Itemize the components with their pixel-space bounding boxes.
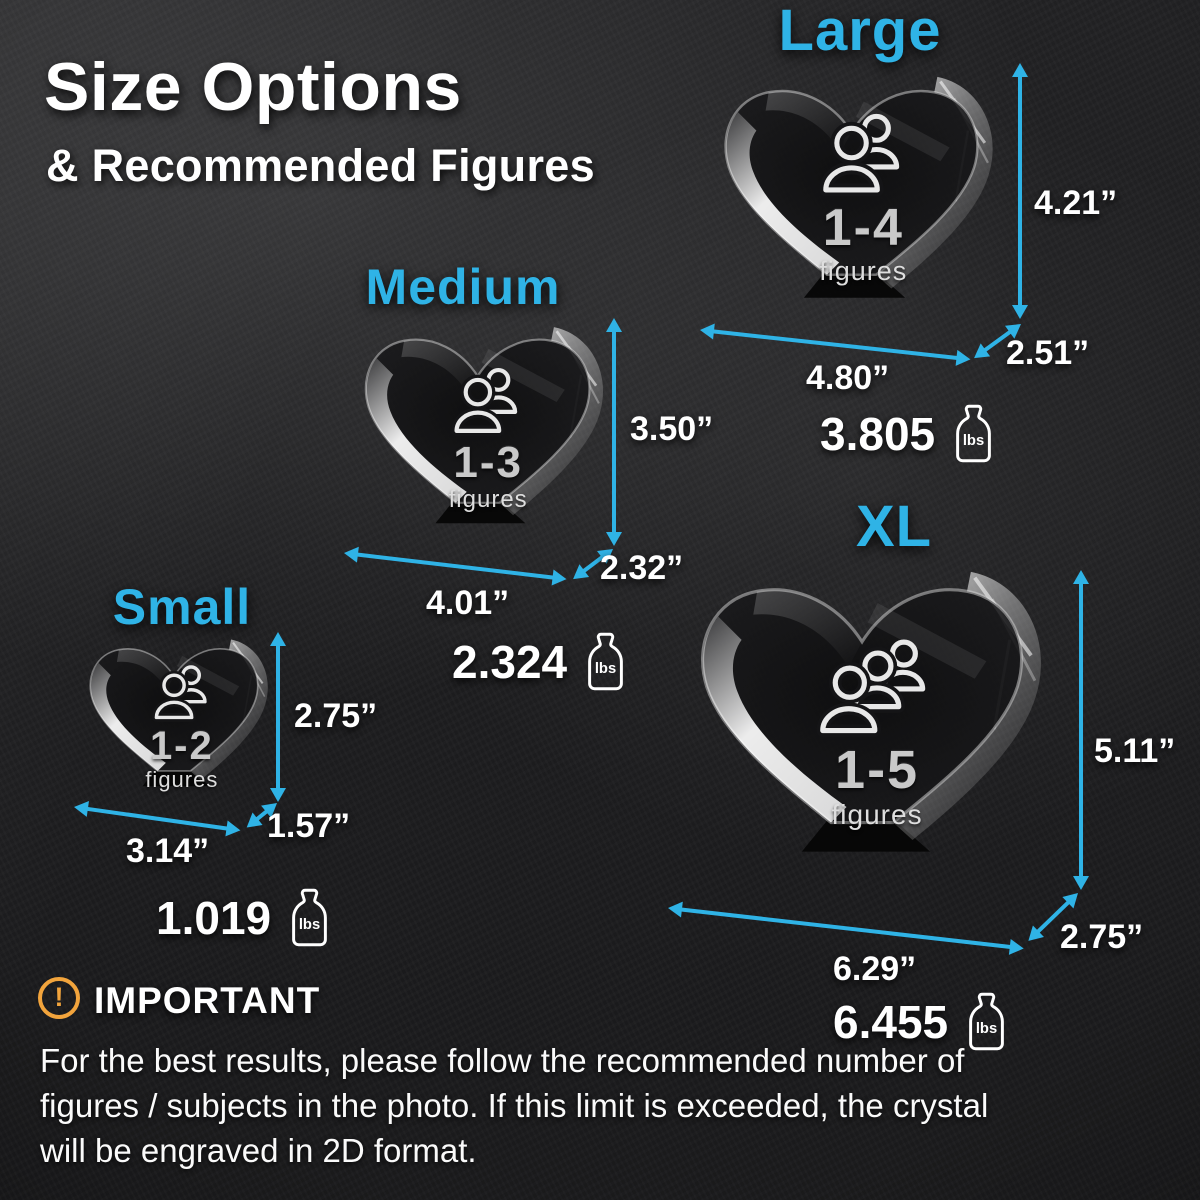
xl-heart-crystal: 1-5 figures [660, 550, 1068, 893]
small-depth-label: 1.57” [267, 807, 351, 845]
arrowhead [551, 569, 568, 588]
page-title: Size Options [44, 49, 462, 125]
arrowhead [225, 820, 242, 839]
large-heart-engraving: 1-4 figures [735, 109, 993, 287]
important-body: For the best results, please follow the … [40, 1038, 1170, 1173]
important-heading: IMPORTANT [94, 980, 321, 1021]
small-weight: 1.019 lbs [156, 888, 333, 947]
three-figures-outline-icon [815, 638, 939, 742]
important-body-line: will be engraved in 2D format. [40, 1132, 477, 1169]
arrow-shaft [612, 328, 616, 536]
medium-width-label: 4.01” [426, 584, 510, 622]
exclamation-glyph: ! [54, 981, 64, 1012]
weight-lbs-icon: lbs [582, 632, 629, 691]
weight-unit: lbs [976, 1021, 997, 1037]
important-body-line: For the best results, please follow the … [40, 1042, 965, 1079]
medium-heart-crystal: 1-3 figures [336, 312, 622, 552]
weight-unit: lbs [595, 661, 616, 677]
medium-depth-label: 2.32” [600, 549, 684, 587]
size-name-xl: XL [855, 494, 933, 559]
weight-value: 2.324 [452, 635, 568, 688]
arrowhead [1073, 876, 1089, 890]
xl-height-label: 5.11” [1094, 732, 1176, 770]
weight-value: 6.455 [833, 995, 949, 1048]
xl-weight: 6.455 lbs [833, 992, 1010, 1051]
large-height-label: 4.21” [1034, 184, 1118, 222]
medium-weight: 2.324 lbs [452, 632, 629, 691]
small-heart-engraving: 1-2 figures [96, 662, 267, 793]
large-heart-crystal: 1-4 figures [692, 60, 1014, 330]
large-depth-label: 2.51” [1006, 334, 1090, 372]
weight-lbs-icon: lbs [286, 888, 333, 947]
large-width-arrow [699, 322, 972, 368]
weight-lbs-icon: lbs [950, 404, 997, 463]
arrow-shaft [276, 642, 280, 792]
small-heart-crystal: 1-2 figures [68, 628, 282, 808]
arrow-shaft [1018, 73, 1022, 309]
arrowhead [1012, 305, 1028, 319]
xl-depth-label: 2.75” [1060, 918, 1144, 956]
figure-count: 1-5 [835, 740, 920, 800]
figure-count: 1-4 [822, 199, 904, 257]
two-figures-outline-icon [815, 109, 911, 201]
medium-height-label: 3.50” [630, 410, 714, 448]
size-name-medium: Medium [365, 259, 561, 315]
small-width-label: 3.14” [126, 832, 210, 870]
arrow-shaft [1079, 580, 1083, 880]
size-name-large: Large [778, 0, 942, 63]
arrow-shaft [709, 329, 961, 361]
small-height-label: 2.75” [294, 697, 378, 735]
arrowhead [955, 349, 972, 368]
xl-width-arrow [667, 900, 1025, 957]
figure-word: figures [819, 255, 908, 286]
page-subtitle: & Recommended Figures [46, 140, 595, 191]
arrowhead [1008, 938, 1025, 957]
medium-width-arrow [343, 545, 568, 588]
size-name-small: Small [112, 579, 252, 635]
arrow-shaft [677, 907, 1014, 950]
small-width-arrow [72, 799, 242, 839]
weight-unit: lbs [299, 917, 320, 933]
figure-count: 1-2 [149, 724, 214, 768]
figure-word: figures [145, 767, 219, 792]
weight-value: 1.019 [156, 891, 272, 944]
weight-unit: lbs [963, 433, 984, 449]
important-body-line: figures / subjects in the photo. If this… [40, 1087, 989, 1124]
large-weight: 3.805 lbs [820, 404, 997, 463]
weight-lbs-icon: lbs [963, 992, 1010, 1051]
two-figures-outline-icon [448, 364, 528, 440]
two-figures-outline-icon [149, 662, 215, 725]
figure-word: figures [831, 798, 923, 830]
xl-heart-engraving: 1-5 figures [714, 638, 1040, 831]
figure-count: 1-3 [453, 438, 523, 487]
medium-heart-engraving: 1-3 figures [374, 364, 603, 514]
exclamation-circle-icon: ! [38, 977, 80, 1019]
large-width-label: 4.80” [806, 359, 890, 397]
weight-value: 3.805 [820, 407, 936, 460]
arrow-shaft [353, 552, 557, 580]
xl-width-label: 6.29” [833, 950, 917, 988]
arrow-shaft [83, 806, 231, 831]
figure-word: figures [448, 486, 528, 514]
